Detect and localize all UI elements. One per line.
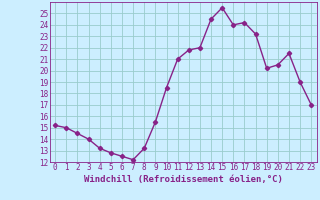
X-axis label: Windchill (Refroidissement éolien,°C): Windchill (Refroidissement éolien,°C)	[84, 175, 283, 184]
